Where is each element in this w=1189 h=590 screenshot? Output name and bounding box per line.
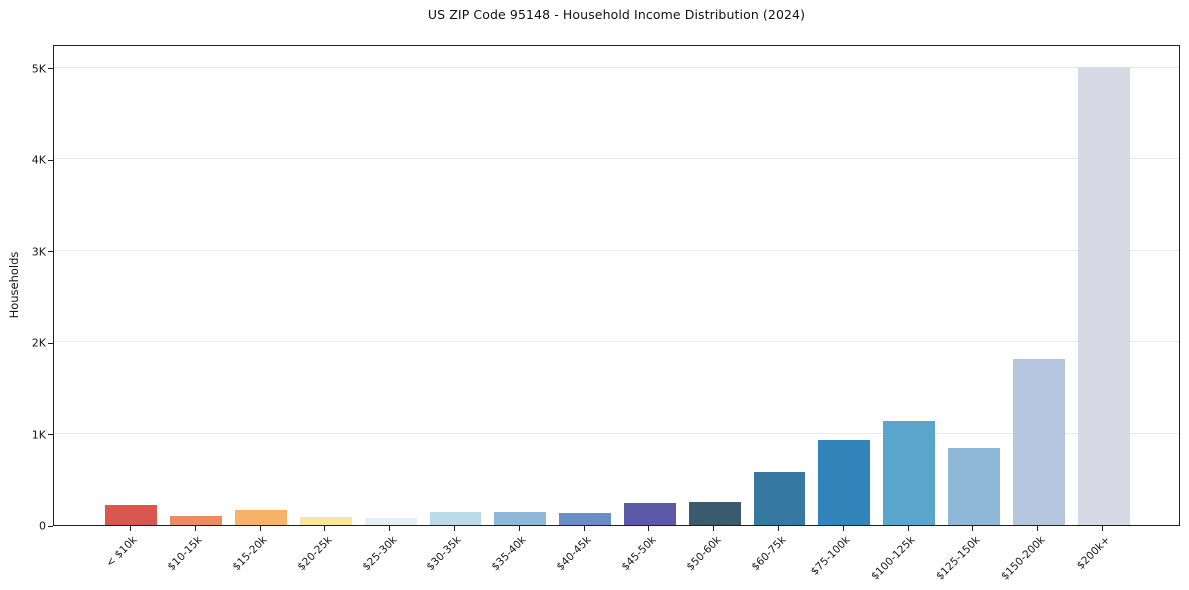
y-tick-label: 2K — [31, 336, 46, 350]
bar-35-40k — [494, 512, 547, 525]
x-tick-label: $30-35k — [424, 534, 464, 574]
x-tick-label: < $10k — [104, 534, 140, 570]
x-tick-mark — [713, 526, 715, 531]
y-tick-mark — [48, 525, 53, 527]
x-tick-mark — [259, 526, 261, 531]
x-tick-mark — [129, 526, 131, 531]
x-tick-mark — [583, 526, 585, 531]
y-tick-mark — [48, 342, 53, 344]
y-axis-label: Households — [7, 251, 21, 319]
bar-60-75k — [753, 471, 806, 525]
y-tick-label: 3K — [31, 245, 46, 259]
y-tick-label: 4K — [31, 153, 46, 167]
bar-75-100k — [818, 439, 871, 525]
bar-15-20k — [235, 509, 287, 525]
x-tick-mark — [453, 526, 455, 531]
x-tick-label: $50-60k — [684, 534, 724, 574]
x-tick-mark — [518, 526, 520, 531]
gridline — [54, 158, 1179, 160]
bar-10-15k — [170, 515, 223, 525]
bar-10k — [105, 504, 158, 525]
y-tick-label: 0 — [39, 519, 46, 533]
gridline — [54, 66, 1179, 68]
bar-20-25k — [299, 516, 352, 525]
chart-title: US ZIP Code 95148 - Household Income Dis… — [427, 7, 806, 22]
gridline — [54, 249, 1179, 251]
x-tick-mark — [907, 526, 909, 531]
x-tick-mark — [648, 526, 650, 531]
x-tick-mark — [1037, 526, 1039, 531]
x-tick-mark — [194, 526, 196, 531]
y-tick-mark — [48, 68, 53, 70]
x-tick-label: $25-30k — [360, 534, 400, 574]
plot-area — [53, 45, 1180, 526]
x-tick-label: $75-100k — [809, 534, 853, 578]
x-tick-mark — [842, 526, 844, 531]
bar-150-200k — [1012, 359, 1065, 525]
x-tick-mark — [778, 526, 780, 531]
gridline — [54, 341, 1179, 343]
gridline — [54, 432, 1179, 434]
bar-125-150k — [948, 448, 1000, 525]
y-tick-mark — [48, 159, 53, 161]
x-tick-label: $150-200k — [998, 534, 1048, 583]
x-tick-label: $45-50k — [619, 534, 659, 574]
bar-200k — [1077, 66, 1130, 525]
bar-25-30k — [364, 517, 417, 525]
bar-30-35k — [429, 512, 482, 525]
x-tick-mark — [324, 526, 326, 531]
bar-100-125k — [883, 420, 936, 525]
x-tick-label: $200k+ — [1074, 534, 1113, 572]
y-tick-label: 5K — [31, 62, 46, 76]
x-tick-mark — [972, 526, 974, 531]
y-tick-label: 1K — [31, 428, 46, 442]
bar-40-45k — [559, 512, 611, 525]
y-tick-mark — [48, 434, 53, 436]
bar-50-60k — [688, 501, 741, 525]
x-tick-mark — [1102, 526, 1104, 531]
bar-45-50k — [623, 502, 676, 525]
x-tick-label: $60-75k — [748, 534, 789, 574]
x-tick-mark — [389, 526, 391, 531]
y-tick-mark — [48, 251, 53, 253]
x-tick-label: $20-25k — [295, 534, 335, 574]
